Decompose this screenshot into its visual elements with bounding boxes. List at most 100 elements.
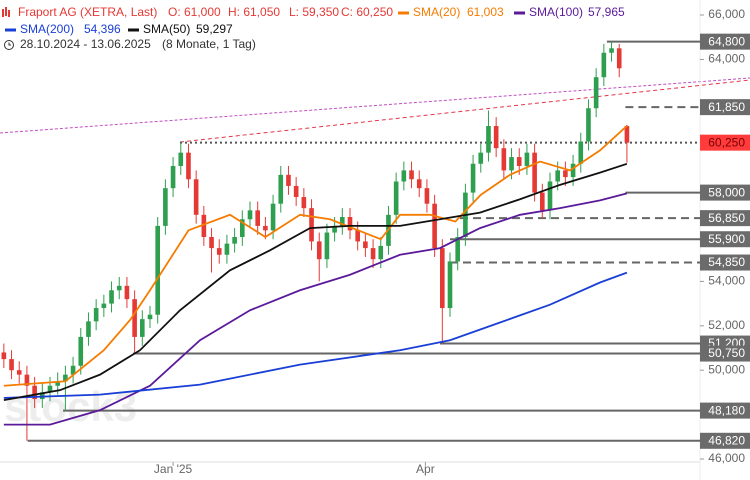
candle-body: [270, 203, 276, 231]
level-label: 60,250: [708, 135, 745, 149]
candle-body: [470, 163, 476, 193]
level-label: 54,850: [708, 255, 745, 269]
candle-body: [224, 243, 230, 255]
ohlc-value: C: 60,250: [341, 5, 393, 19]
candle-body: [455, 237, 460, 262]
period-note: (8 Monate, 1 Tag): [162, 37, 256, 51]
candle-body: [540, 192, 545, 211]
candle-body: [393, 181, 399, 215]
candle-body: [532, 152, 537, 193]
candle-body: [347, 217, 353, 231]
sma-line: [3, 192, 628, 426]
candle-body: [440, 248, 445, 309]
candle-body: [370, 248, 376, 260]
candle-body: [409, 170, 414, 180]
legend-name: SMA(100): [529, 5, 583, 19]
candle-body: [509, 157, 514, 171]
legend-name: SMA(20): [413, 5, 460, 19]
candle-body: [101, 303, 107, 309]
y-tick-label: 66,000: [708, 7, 745, 21]
candle-body: [516, 157, 522, 166]
level-label: 61,850: [708, 100, 745, 114]
candle-body: [278, 174, 284, 204]
candle-body: [63, 374, 68, 382]
level-label: 46,820: [708, 433, 745, 447]
candle-body: [340, 217, 345, 226]
trend-line: [179, 79, 750, 143]
watermark: stock3: [4, 383, 137, 430]
ohlc-value: H: 61,050: [228, 5, 280, 19]
candle-body: [232, 237, 237, 244]
level-label-box: [700, 134, 750, 151]
level-label-box: [700, 402, 750, 419]
level-label: 50,750: [708, 346, 745, 360]
clock-icon: [4, 40, 14, 50]
y-tick-label: 52,000: [708, 318, 745, 332]
candle-body: [16, 370, 22, 375]
candle-body: [301, 197, 307, 209]
candle-body: [1, 352, 7, 360]
legend-value: 59,297: [196, 22, 233, 36]
candle-body: [432, 203, 437, 249]
legend-value: 57,965: [588, 5, 625, 19]
candle-body: [201, 214, 207, 237]
trend-line: [0, 77, 750, 134]
candle-body: [478, 152, 484, 164]
candle-body: [293, 185, 299, 198]
candle-body: [109, 290, 114, 304]
legend-name: SMA(200): [20, 22, 74, 36]
candle-body: [132, 299, 137, 337]
candle-body: [86, 321, 91, 337]
candle-body: [193, 179, 199, 215]
candle-body: [578, 141, 584, 164]
y-tick-label: 50,000: [708, 362, 745, 376]
candle-body: [70, 365, 76, 375]
candle-body: [486, 126, 491, 153]
candle-body: [216, 248, 222, 255]
x-tick-label: Jan '25: [154, 462, 193, 476]
legend-value: 61,003: [467, 5, 504, 19]
candle-body: [316, 241, 322, 260]
candle-body: [501, 148, 507, 171]
candle-body: [163, 188, 168, 226]
candle-body: [524, 152, 530, 166]
sma-line: [3, 125, 628, 387]
candle-body: [78, 336, 84, 366]
level-label-box: [700, 345, 750, 362]
candle-body: [47, 385, 53, 393]
candle-body: [93, 308, 99, 322]
candle-body: [247, 210, 253, 220]
candle-body: [263, 225, 268, 231]
candle-body: [24, 374, 30, 386]
candle-body: [609, 48, 614, 53]
instrument: Fraport AG (XETRA, Last): [18, 5, 157, 19]
candle-body: [55, 381, 60, 386]
y-tick-label: 64,000: [708, 52, 745, 66]
candle-body: [324, 232, 330, 260]
candle-body: [209, 237, 214, 249]
candle-body: [593, 77, 599, 109]
candle-body: [493, 126, 499, 149]
level-label: 55,900: [708, 232, 745, 246]
legend-name: SMA(50): [143, 22, 190, 36]
candle-body: [424, 188, 430, 204]
candle-body: [155, 225, 160, 315]
sma-line: [3, 271, 628, 399]
candle-body: [147, 314, 153, 320]
candle-body: [555, 170, 560, 182]
level-label-box: [700, 254, 750, 271]
candle-body: [547, 181, 553, 211]
clock-hand: [8, 42, 11, 46]
legend-value: 54,396: [84, 22, 121, 36]
candle-body: [378, 245, 384, 260]
candle-body: [447, 261, 453, 309]
level-label-box: [700, 33, 750, 50]
candle-body: [616, 48, 622, 69]
candle-body: [240, 219, 245, 237]
candle-body: [170, 165, 176, 189]
candle-body: [586, 108, 591, 142]
candle-body: [363, 241, 368, 249]
candle-body: [9, 359, 14, 371]
level-label: 48,180: [708, 403, 745, 417]
